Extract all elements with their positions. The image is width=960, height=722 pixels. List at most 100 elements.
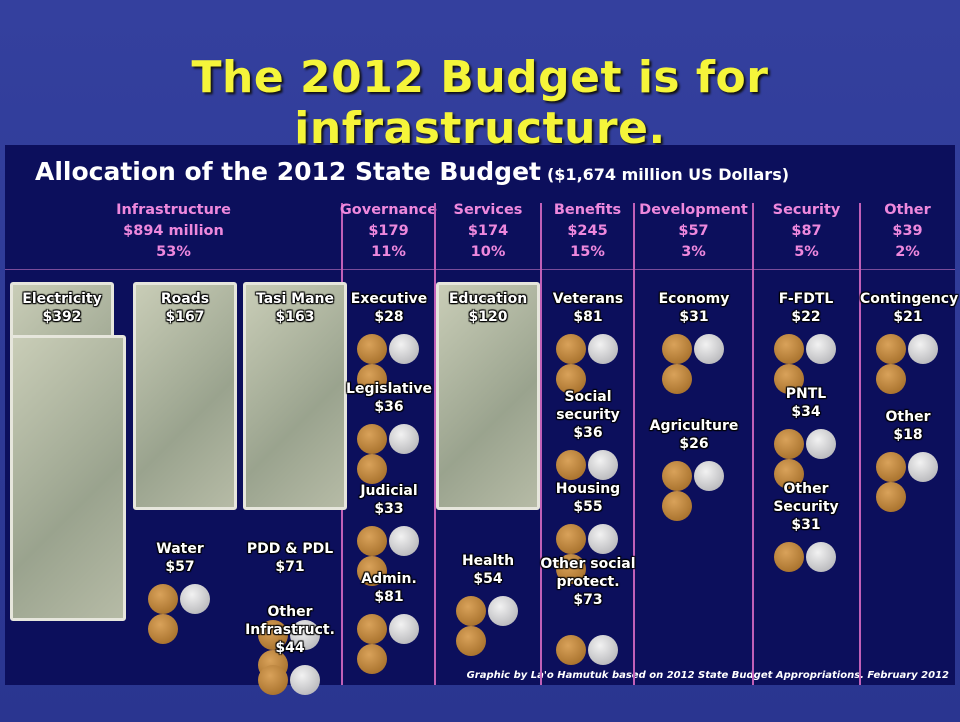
coin bbox=[588, 334, 618, 364]
coin bbox=[876, 364, 906, 394]
budget-item: Other Security$31 bbox=[758, 480, 854, 534]
coin bbox=[180, 584, 210, 614]
group-amount: $894 million bbox=[94, 221, 254, 242]
coin bbox=[556, 635, 586, 665]
coin bbox=[456, 626, 486, 656]
item-label: Legislative bbox=[341, 380, 437, 398]
coin bbox=[357, 424, 387, 454]
coin bbox=[148, 614, 178, 644]
budget-item: Water$57 bbox=[132, 540, 228, 576]
coin bbox=[456, 596, 486, 626]
coin bbox=[908, 452, 938, 482]
coin bbox=[389, 334, 419, 364]
coin bbox=[662, 461, 692, 491]
item-amount: $33 bbox=[341, 500, 437, 518]
item-amount: $73 bbox=[540, 591, 636, 609]
item-label: Electricity bbox=[14, 290, 110, 308]
budget-item: Other$18 bbox=[860, 408, 956, 444]
column-divider bbox=[540, 203, 542, 685]
column-divider bbox=[633, 203, 635, 685]
item-label: Contingency bbox=[860, 290, 956, 308]
budget-item: Social security$36 bbox=[540, 388, 636, 442]
group-name: Infrastructure bbox=[94, 200, 254, 221]
coin bbox=[488, 596, 518, 626]
coin bbox=[806, 334, 836, 364]
graphic-heading: Allocation of the 2012 State Budget ($1,6… bbox=[35, 157, 789, 186]
item-amount: $21 bbox=[860, 308, 956, 326]
budget-item: Legislative$36 bbox=[341, 380, 437, 416]
coin bbox=[258, 665, 288, 695]
coin bbox=[148, 584, 178, 614]
coin bbox=[876, 334, 906, 364]
budget-item: Education$120 bbox=[440, 290, 536, 326]
heading-text: Allocation of the 2012 State Budget bbox=[35, 157, 541, 186]
item-amount: $163 bbox=[247, 308, 343, 326]
item-label: PDD & PDL bbox=[242, 540, 338, 558]
item-amount: $22 bbox=[758, 308, 854, 326]
coin bbox=[588, 450, 618, 480]
item-amount: $34 bbox=[758, 403, 854, 421]
item-amount: $36 bbox=[341, 398, 437, 416]
coin bbox=[357, 334, 387, 364]
coin bbox=[556, 334, 586, 364]
subheading: ($1,674 million US Dollars) bbox=[547, 165, 789, 184]
item-label: Roads bbox=[137, 290, 233, 308]
coin bbox=[357, 526, 387, 556]
coin bbox=[556, 524, 586, 554]
slide: The 2012 Budget is for infrastructure. A… bbox=[0, 0, 960, 722]
item-label: Health bbox=[440, 552, 536, 570]
item-label: Other social protect. bbox=[540, 555, 636, 591]
item-amount: $36 bbox=[540, 424, 636, 442]
coin bbox=[389, 526, 419, 556]
item-label: Education bbox=[440, 290, 536, 308]
budget-item: Other social protect.$73 bbox=[540, 555, 636, 609]
budget-item: Housing$55 bbox=[540, 480, 636, 516]
item-amount: $31 bbox=[758, 516, 854, 534]
item-amount: $57 bbox=[132, 558, 228, 576]
item-amount: $44 bbox=[242, 639, 338, 657]
item-label: Executive bbox=[341, 290, 437, 308]
budget-item: Contingency$21 bbox=[860, 290, 956, 326]
item-label: Judicial bbox=[341, 482, 437, 500]
credit: Graphic by La'o Hamutuk based on 2012 St… bbox=[467, 670, 949, 681]
graphic-panel: Allocation of the 2012 State Budget ($1,6… bbox=[5, 145, 955, 685]
budget-item: Other Infrastruct.$44 bbox=[242, 603, 338, 657]
item-amount: $18 bbox=[860, 426, 956, 444]
coin bbox=[389, 614, 419, 644]
budget-item: PNTL$34 bbox=[758, 385, 854, 421]
budget-item: Health$54 bbox=[440, 552, 536, 588]
coin bbox=[774, 429, 804, 459]
budget-item: Economy$31 bbox=[646, 290, 742, 326]
budget-item: Judicial$33 bbox=[341, 482, 437, 518]
item-amount: $55 bbox=[540, 498, 636, 516]
coin bbox=[389, 424, 419, 454]
column-divider bbox=[859, 203, 861, 685]
coin bbox=[694, 461, 724, 491]
item-amount: $167 bbox=[137, 308, 233, 326]
group-share: 2% bbox=[828, 242, 960, 263]
budget-item: Roads$167 bbox=[137, 290, 233, 326]
budget-item: Tasi Mane$163 bbox=[247, 290, 343, 326]
group-share: 53% bbox=[94, 242, 254, 263]
item-label: F-FDTL bbox=[758, 290, 854, 308]
coin bbox=[662, 364, 692, 394]
coin bbox=[588, 524, 618, 554]
budget-item: Admin.$81 bbox=[341, 570, 437, 606]
item-label: Economy bbox=[646, 290, 742, 308]
item-amount: $392 bbox=[14, 308, 110, 326]
item-amount: $54 bbox=[440, 570, 536, 588]
item-label: Water bbox=[132, 540, 228, 558]
budget-item: PDD & PDL$71 bbox=[242, 540, 338, 576]
coin bbox=[357, 614, 387, 644]
column-divider bbox=[752, 203, 754, 685]
coin bbox=[806, 429, 836, 459]
coin bbox=[556, 450, 586, 480]
budget-item: Executive$28 bbox=[341, 290, 437, 326]
coin bbox=[694, 334, 724, 364]
item-label: PNTL bbox=[758, 385, 854, 403]
coin bbox=[774, 334, 804, 364]
item-amount: $71 bbox=[242, 558, 338, 576]
coin bbox=[662, 491, 692, 521]
